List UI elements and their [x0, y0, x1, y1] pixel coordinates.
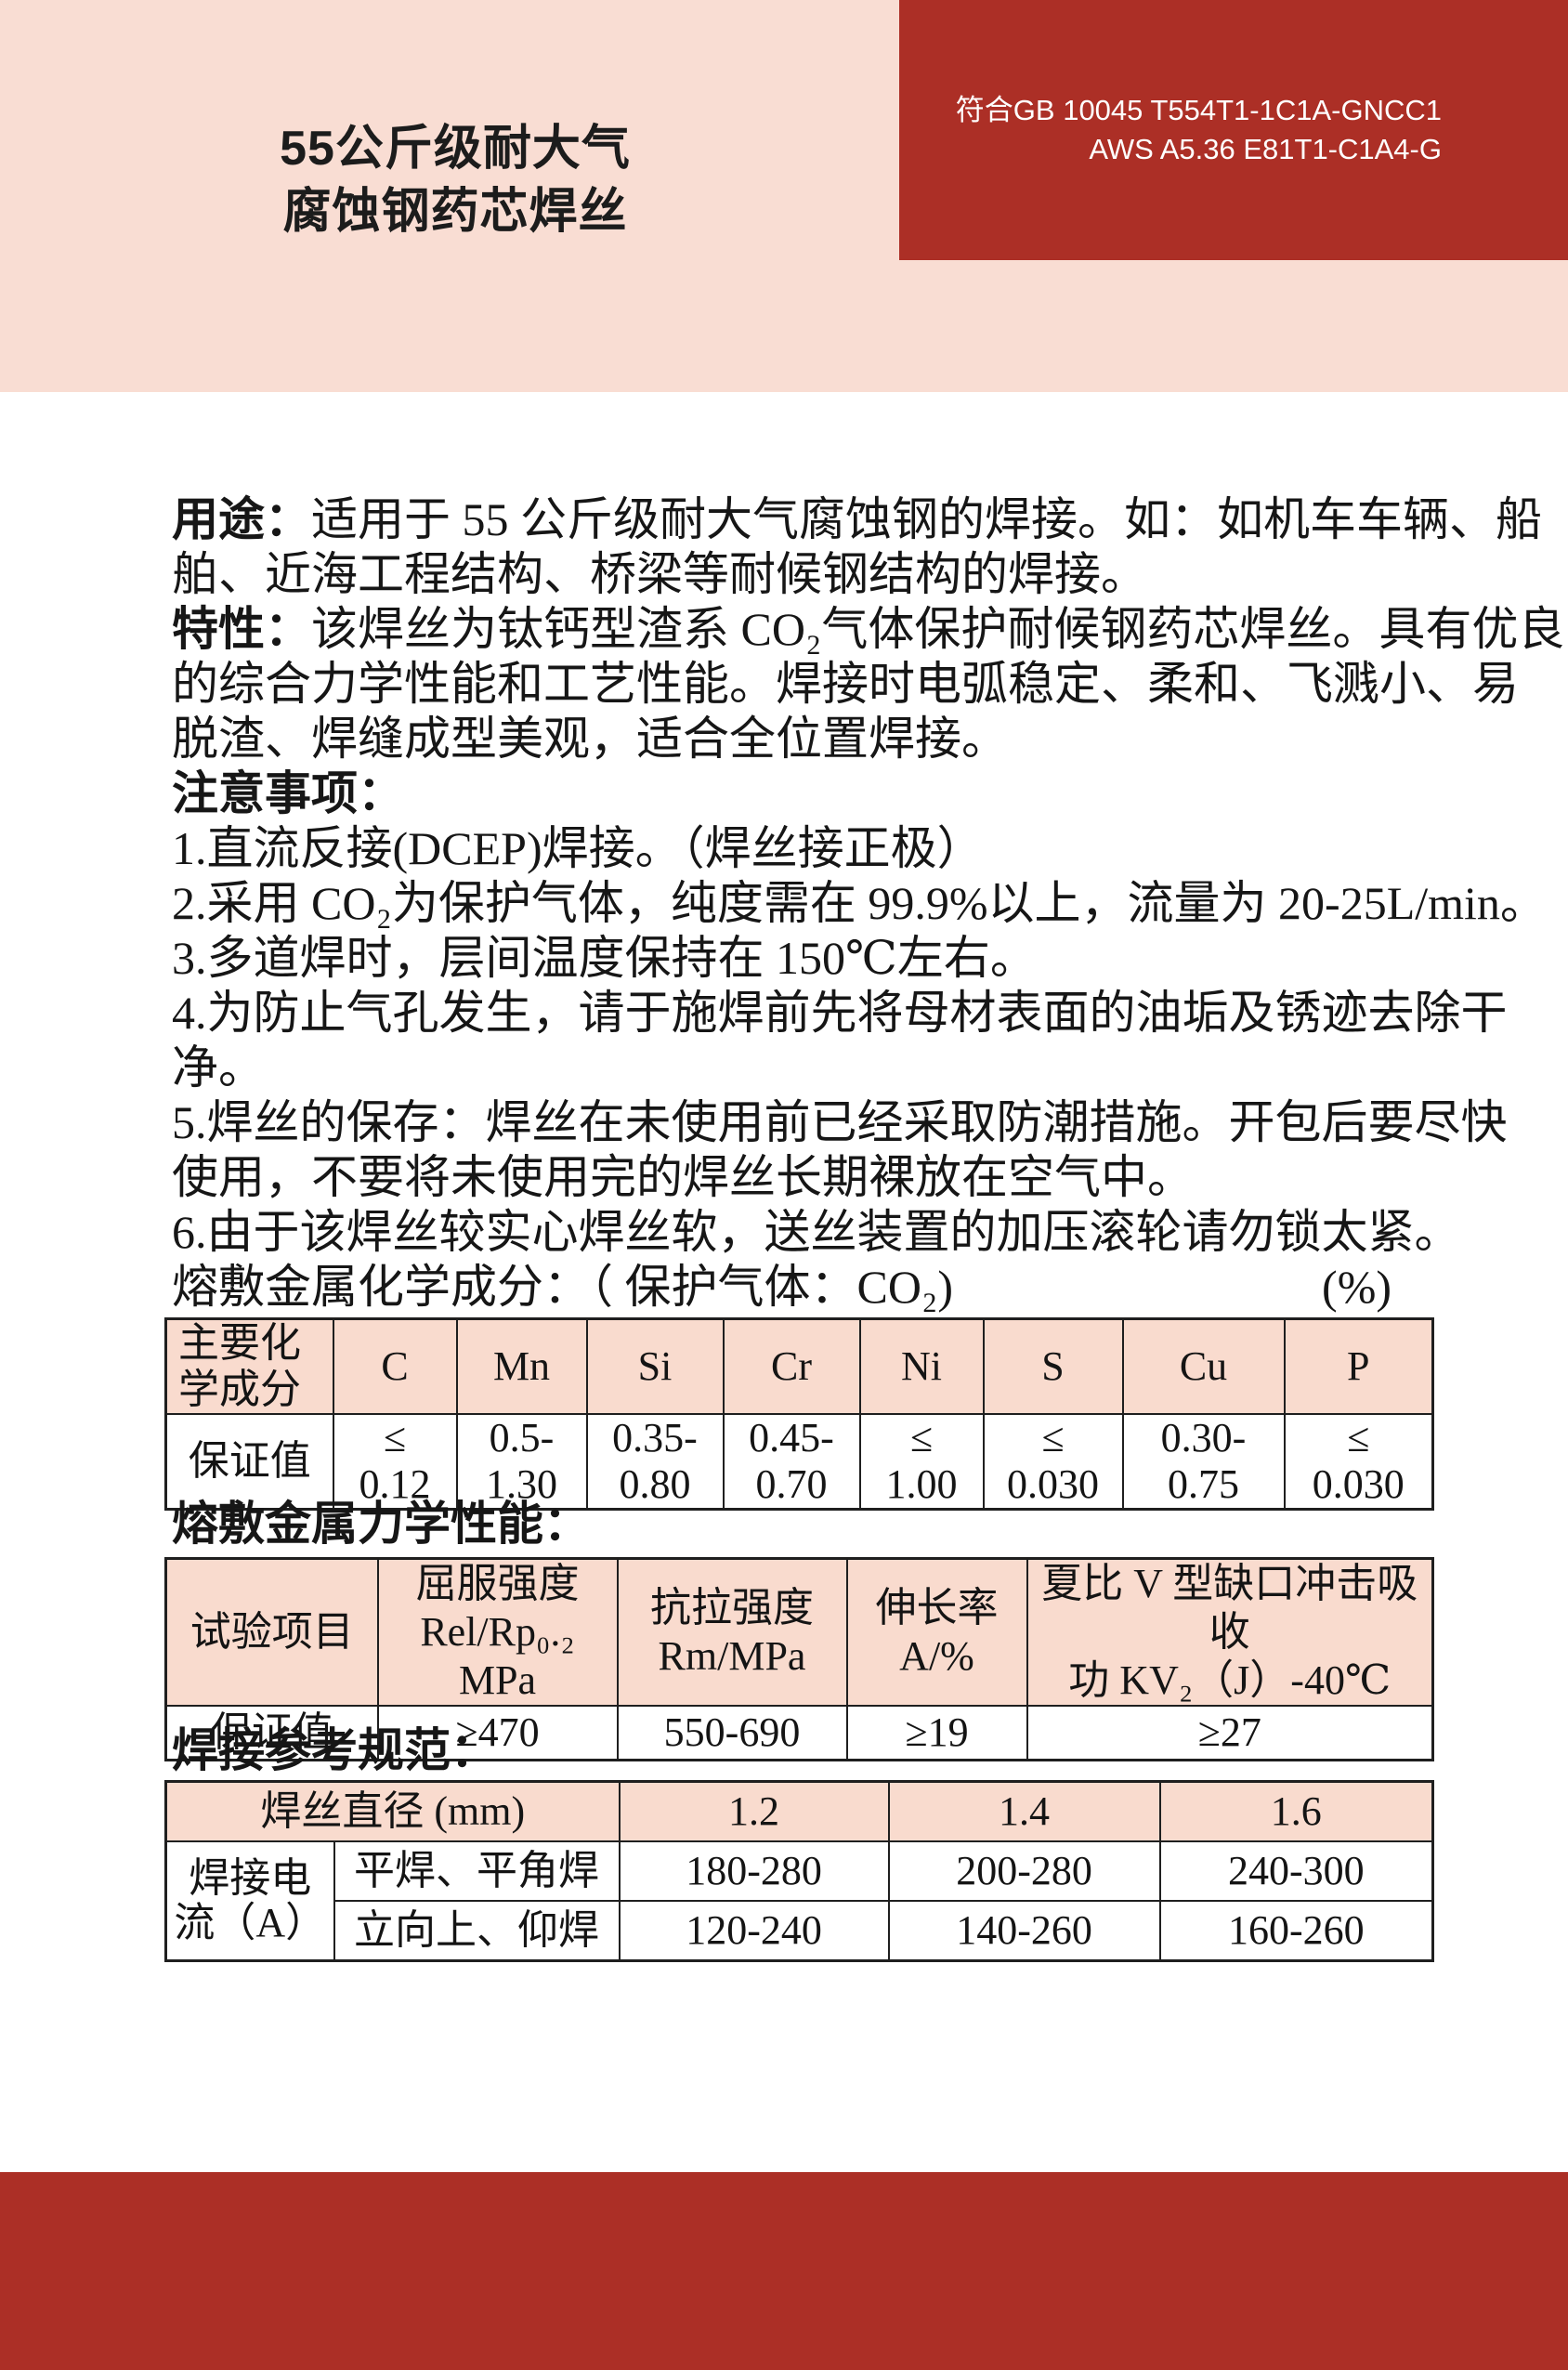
product-title-line2: 腐蚀钢药芯焊丝	[282, 185, 628, 239]
product-title: 55公斤级耐大气 腐蚀钢药芯焊丝	[176, 117, 734, 243]
body-line-feature-1: 特性：该焊丝为钛钙型渣系 CO₂气体保护耐候钢药芯焊丝。具有优良	[172, 602, 1564, 657]
weld-header-size-1-4: 1.4	[887, 1780, 1161, 1842]
note-item-5-line1: 5.焊丝的保存：焊丝在未使用前已经采取防潮措施。开包后要尽快	[172, 1095, 1508, 1150]
body-line-text: 脱渣、焊缝成型美观，适合全位置焊接。	[172, 713, 1008, 765]
mech-properties-table: 试验项目 屈服强度 Rel/Rp₀.₂ MPa 抗拉强度 Rm/MPa 伸长率 …	[164, 1557, 1434, 1761]
body-line-feature-3: 脱渣、焊缝成型美观，适合全位置焊接。	[172, 712, 1449, 766]
chem-value-C: ≤ 0.12	[332, 1413, 458, 1511]
chem-value-Cr: 0.45- 0.70	[722, 1413, 861, 1511]
body-line-text: 使用，不要将未使用完的焊丝长期裸放在空气中。	[172, 1151, 1194, 1203]
chem-table-value-row: 保证值 ≤ 0.12 0.5- 1.30 0.35- 0.80 0.45- 0.…	[164, 1413, 1434, 1511]
body-line-feature-2: 的综合力学性能和工艺性能。焊接时电弧稳定、柔和、飞溅小、易	[172, 657, 1519, 712]
chem-header-Ni: Ni	[858, 1317, 985, 1415]
mech-header-yield: 屈服强度 Rel/Rp₀.₂ MPa	[376, 1557, 619, 1707]
bottom-band	[0, 2172, 1568, 2370]
chem-value-P: ≤ 0.030	[1283, 1413, 1434, 1511]
weld-position-vertical: 立向上、仰焊	[333, 1899, 621, 1962]
notes-heading: 注意事项：	[172, 766, 1449, 821]
chem-header-P: P	[1283, 1317, 1434, 1415]
note-item-1: 1.直流反接(DCEP)焊接。（焊丝接正极）	[172, 821, 1449, 876]
note-item-4-line2: 净。	[172, 1041, 1449, 1095]
chem-header-Cr: Cr	[722, 1317, 861, 1415]
weld-header-size-1-2: 1.2	[618, 1780, 890, 1842]
body-text: 用途：适用于 55 公斤级耐大气腐蚀钢的焊接。如：如机车车辆、船 舶、近海工程结…	[172, 492, 1564, 1315]
body-line-usage-2: 舶、近海工程结构、桥梁等耐候钢结构的焊接。	[172, 547, 1449, 602]
weld-table-vertical-row: 立向上、仰焊 120-240 140-260 160-260	[166, 1899, 1434, 1962]
mech-header-tensile: 抗拉强度 Rm/MPa	[616, 1557, 848, 1707]
chem-value-Ni: ≤ 1.00	[858, 1413, 985, 1511]
percent-unit: (%)	[1322, 1261, 1392, 1313]
weld-vert-value-1-2: 120-240	[618, 1899, 890, 1962]
standards-line-aws: AWS A5.36 E81T1-C1A4-G	[1089, 133, 1442, 165]
standards-box: 符合GB 10045 T554T1-1C1A-GNCC1 AWS A5.36 E…	[899, 0, 1568, 260]
chem-composition-table: 主要化 学成分 C Mn Si Cr Ni S Cu P 保证值 ≤ 0.12 …	[164, 1317, 1434, 1511]
chem-heading-gas: （ 保护气体：CO₂)	[590, 1261, 954, 1313]
mech-header-impact: 夏比 V 型缺口冲击吸收 功 KV₂（J）-40℃	[1026, 1557, 1434, 1707]
body-line-text: 该焊丝为钛钙型渣系 CO₂气体保护耐候钢药芯焊丝。具有优良	[311, 603, 1565, 655]
chem-value-Si: 0.35- 0.80	[585, 1413, 725, 1511]
product-title-line1: 55公斤级耐大气	[280, 122, 631, 176]
body-line-text: 舶、近海工程结构、桥梁等耐候钢结构的焊接。	[172, 548, 1147, 600]
weld-header-size-1-6: 1.6	[1158, 1780, 1434, 1842]
welding-params-table: 焊丝直径 (mm) 1.2 1.4 1.6 焊接电 流（A） 平焊、平角焊 18…	[164, 1780, 1435, 1962]
body-line-text: 5.焊丝的保存：焊丝在未使用前已经采取防潮措施。开包后要尽快	[172, 1096, 1508, 1148]
chem-value-S: ≤ 0.030	[982, 1413, 1124, 1511]
body-line-usage-1: 用途：适用于 55 公斤级耐大气腐蚀钢的焊接。如：如机车车辆、船	[172, 492, 1542, 547]
chem-header-S: S	[982, 1317, 1124, 1415]
body-line-text: 2.采用 CO₂为保护气体，纯度需在 99.9%以上，流量为 20-25L/mi…	[172, 877, 1547, 929]
chem-table-header-row: 主要化 学成分 C Mn Si Cr Ni S Cu P	[164, 1317, 1434, 1415]
standards-line-gb: 符合GB 10045 T554T1-1C1A-GNCC1	[955, 94, 1442, 126]
chem-value-Cu: 0.30- 0.75	[1121, 1413, 1286, 1511]
weld-current-label: 焊接电 流（A）	[164, 1840, 335, 1962]
chem-header-Mn: Mn	[455, 1317, 588, 1415]
mech-value-impact: ≥27	[1026, 1705, 1434, 1761]
body-line-text: 的综合力学性能和工艺性能。焊接时电弧稳定、柔和、飞溅小、易	[172, 658, 1519, 710]
body-line-text: 净。	[172, 1041, 265, 1093]
note-item-4-line1: 4.为防止气孔发生，请于施焊前先将母材表面的油垢及锈迹去除干	[172, 986, 1508, 1041]
mech-value-tensile: 550-690	[616, 1705, 848, 1761]
weld-flat-value-1-4: 200-280	[887, 1840, 1161, 1902]
mech-table-header-row: 试验项目 屈服强度 Rel/Rp₀.₂ MPa 抗拉强度 Rm/MPa 伸长率 …	[164, 1557, 1434, 1707]
weld-table-header-row: 焊丝直径 (mm) 1.2 1.4 1.6	[164, 1780, 1434, 1842]
mech-table-value-row: 保证值 ≥470 550-690 ≥19 ≥27	[164, 1705, 1434, 1761]
body-line-text: 3.多道焊时，层间温度保持在 150℃左右。	[172, 932, 1037, 984]
chem-heading-left: 熔敷金属化学成分：（ 保护气体：CO₂)	[172, 1260, 953, 1315]
weld-flat-value-1-6: 240-300	[1158, 1840, 1434, 1902]
body-line-text: 4.为防止气孔发生，请于施焊前先将母材表面的油垢及锈迹去除干	[172, 987, 1508, 1039]
note-item-2: 2.采用 CO₂为保护气体，纯度需在 99.9%以上，流量为 20-25L/mi…	[172, 876, 1547, 931]
mech-header-test-item: 试验项目	[164, 1557, 379, 1707]
chem-header-Si: Si	[585, 1317, 725, 1415]
chem-composition-heading: 熔敷金属化学成分：（ 保护气体：CO₂) (%)	[172, 1260, 1449, 1315]
weld-vert-value-1-6: 160-260	[1158, 1899, 1434, 1962]
mech-row-label: 保证值	[164, 1705, 379, 1761]
weld-header-diameter: 焊丝直径 (mm)	[164, 1780, 621, 1842]
mech-value-yield: ≥470	[376, 1705, 619, 1761]
note-item-3: 3.多道焊时，层间温度保持在 150℃左右。	[172, 931, 1449, 986]
chem-header-C: C	[332, 1317, 458, 1415]
chem-header-Cu: Cu	[1121, 1317, 1286, 1415]
body-line-text: 6.由于该焊丝较实心焊丝软，送丝装置的加压滚轮请勿锁太紧。	[172, 1206, 1461, 1258]
chem-header-main: 主要化 学成分	[164, 1317, 334, 1415]
weld-position-flat: 平焊、平角焊	[333, 1840, 621, 1902]
note-item-5-line2: 使用，不要将未使用完的焊丝长期裸放在空气中。	[172, 1150, 1449, 1205]
welding-params-heading: 焊接参考规范：	[172, 1724, 497, 1776]
chem-heading-label: 熔敷金属化学成分：	[172, 1261, 590, 1313]
notes-label: 注意事项：	[172, 767, 404, 819]
weld-vert-value-1-4: 140-260	[887, 1899, 1161, 1962]
chem-row-label: 保证值	[164, 1413, 334, 1511]
chem-value-Mn: 0.5- 1.30	[455, 1413, 588, 1511]
usage-label: 用途：	[172, 493, 311, 545]
feature-label: 特性：	[172, 603, 311, 655]
note-item-6: 6.由于该焊丝较实心焊丝软，送丝装置的加压滚轮请勿锁太紧。	[172, 1205, 1461, 1260]
body-line-text: 适用于 55 公斤级耐大气腐蚀钢的焊接。如：如机车车辆、船	[311, 493, 1542, 545]
mech-properties-heading: 熔敷金属力学性能：	[172, 1498, 590, 1550]
mech-value-elongation: ≥19	[845, 1705, 1028, 1761]
weld-table-flat-row: 焊接电 流（A） 平焊、平角焊 180-280 200-280 240-300	[164, 1840, 1434, 1962]
body-line-text: 1.直流反接(DCEP)焊接。（焊丝接正极）	[172, 822, 984, 874]
weld-flat-value-1-2: 180-280	[618, 1840, 890, 1902]
mech-header-elongation: 伸长率 A/%	[845, 1557, 1028, 1707]
